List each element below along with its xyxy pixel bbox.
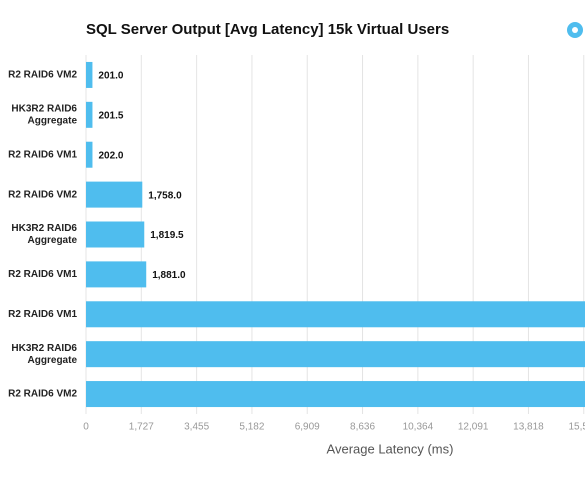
value-label: 1,881.0 — [152, 270, 186, 281]
x-tick-label: 3,455 — [184, 422, 209, 433]
x-tick-label: 13,818 — [513, 422, 544, 433]
x-tick-label: 0 — [83, 422, 89, 433]
y-tick-label: R2 RAID6 VM2 — [8, 189, 77, 200]
bar — [86, 181, 143, 208]
bar — [86, 221, 145, 248]
y-tick-label: R2 RAID6 VM1 — [8, 269, 77, 280]
y-tick-label: R2 RAID6 VM1 — [8, 149, 77, 160]
chart-title: SQL Server Output [Avg Latency] 15k Virt… — [86, 21, 449, 38]
y-tick-label: R2 RAID6 VM2 — [8, 70, 77, 81]
value-label: 1,758.0 — [148, 190, 182, 201]
x-tick-label: 5,182 — [239, 422, 264, 433]
value-label: 1,819.5 — [150, 230, 184, 241]
value-label: 201.0 — [98, 71, 123, 82]
y-tick-label: HK3R2 RAID6 — [11, 103, 77, 114]
y-tick-label: Aggregate — [28, 355, 78, 366]
y-tick-label: Aggregate — [28, 115, 78, 126]
value-label: 202.0 — [98, 150, 123, 161]
y-tick-label: HK3R2 RAID6 — [11, 343, 77, 354]
x-tick-label: 12,091 — [458, 422, 489, 433]
x-tick-label: 1,727 — [129, 422, 154, 433]
bar — [86, 301, 585, 328]
value-label: 201.5 — [98, 110, 123, 121]
y-tick-label: R2 RAID6 VM2 — [8, 389, 77, 400]
bar — [86, 141, 93, 168]
x-axis-title: Average Latency (ms) — [327, 441, 454, 456]
y-tick-label: HK3R2 RAID6 — [11, 223, 77, 234]
menu-icon-dot — [572, 27, 578, 33]
x-tick-label: 8,636 — [350, 422, 375, 433]
bar — [86, 381, 585, 408]
y-tick-label: R2 RAID6 VM1 — [8, 309, 77, 320]
bar — [86, 61, 93, 88]
bar — [86, 341, 585, 368]
x-tick-label: 10,364 — [403, 422, 434, 433]
bar — [86, 261, 147, 288]
x-tick-label: 6,909 — [295, 422, 320, 433]
x-tick-label: 15,545 — [568, 422, 585, 433]
y-tick-label: Aggregate — [28, 235, 78, 246]
bar — [86, 101, 93, 128]
